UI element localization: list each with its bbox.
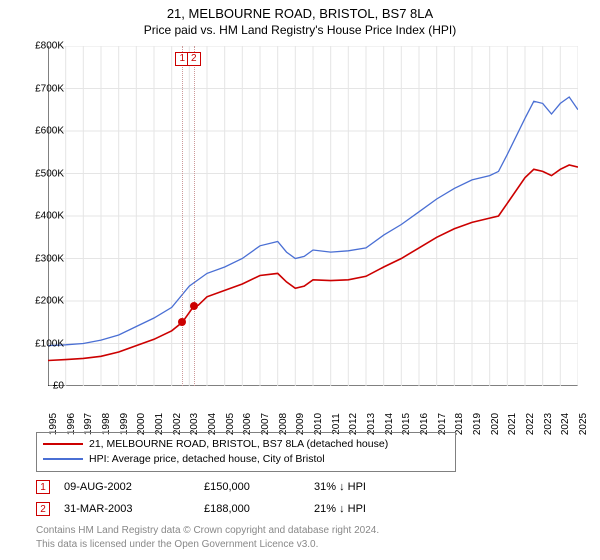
sale-price: £188,000 [204,503,314,515]
y-tick-label: £800K [35,41,64,52]
legend-item: 21, MELBOURNE ROAD, BRISTOL, BS7 8LA (de… [43,437,449,452]
y-tick-label: £500K [35,168,64,179]
sale-vs-hpi: 31% ↓ HPI [314,481,414,493]
x-tick-label: 2019 [472,413,483,435]
y-tick-label: £300K [35,253,64,264]
sale-point-icon [178,318,186,326]
y-tick-label: £0 [53,381,64,392]
legend-label: HPI: Average price, detached house, City… [89,453,325,465]
sale-row: 1 09-AUG-2002 £150,000 31% ↓ HPI [36,476,414,498]
chart-container: { "title": "21, MELBOURNE ROAD, BRISTOL,… [0,0,600,560]
plot-area: 12 [48,46,578,386]
x-axis-labels: 1995199619971998199920002001200220032004… [48,392,578,432]
legend-swatch [43,458,83,460]
legend-box: 21, MELBOURNE ROAD, BRISTOL, BS7 8LA (de… [36,432,456,472]
sale-vs-hpi: 21% ↓ HPI [314,503,414,515]
y-tick-label: £700K [35,83,64,94]
x-tick-label: 2025 [578,413,589,435]
sale-price: £150,000 [204,481,314,493]
sale-marker-icon: 1 [36,480,50,494]
sale-table: 1 09-AUG-2002 £150,000 31% ↓ HPI 2 31-MA… [36,476,414,520]
y-tick-label: £200K [35,296,64,307]
sale-vline [194,46,195,386]
y-tick-label: £400K [35,211,64,222]
chart-subtitle: Price paid vs. HM Land Registry's House … [0,21,600,37]
footer-text: Contains HM Land Registry data © Crown c… [36,524,379,551]
line-chart-svg [48,46,578,386]
footer-line: Contains HM Land Registry data © Crown c… [36,524,379,538]
x-tick-label: 2020 [490,413,501,435]
x-tick-label: 2023 [543,413,554,435]
sale-marker-icon: 2 [187,52,201,66]
x-tick-label: 2024 [560,413,571,435]
chart-title: 21, MELBOURNE ROAD, BRISTOL, BS7 8LA [0,0,600,21]
y-tick-label: £600K [35,126,64,137]
legend-label: 21, MELBOURNE ROAD, BRISTOL, BS7 8LA (de… [89,438,388,450]
x-tick-label: 2022 [525,413,536,435]
y-tick-label: £100K [35,338,64,349]
x-tick-label: 2021 [507,413,518,435]
sale-date: 09-AUG-2002 [64,481,204,493]
sale-date: 31-MAR-2003 [64,503,204,515]
sale-row: 2 31-MAR-2003 £188,000 21% ↓ HPI [36,498,414,520]
legend-item: HPI: Average price, detached house, City… [43,452,449,467]
footer-line: This data is licensed under the Open Gov… [36,538,379,552]
sale-point-icon [190,302,198,310]
legend-swatch [43,443,83,445]
sale-vline [182,46,183,386]
sale-marker-icon: 2 [36,502,50,516]
